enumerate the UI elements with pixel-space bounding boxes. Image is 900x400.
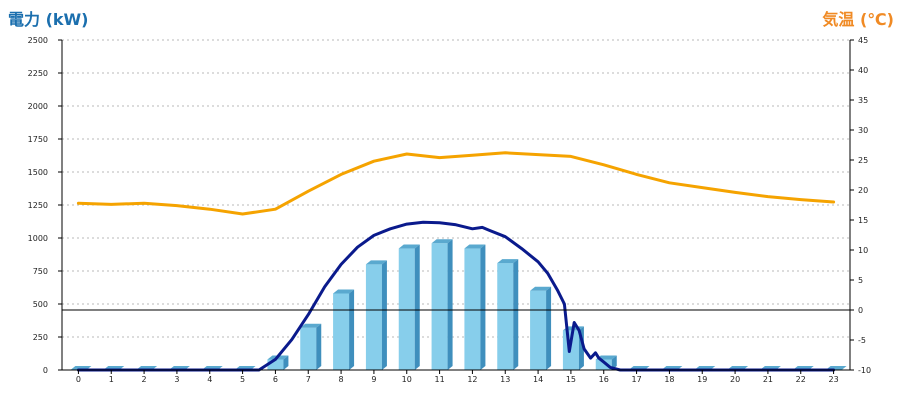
x-tick-label: 5: [240, 375, 245, 384]
bar-side: [381, 260, 387, 370]
x-tick-label: 11: [434, 375, 444, 384]
bar-side: [283, 355, 289, 370]
bar-front: [431, 243, 448, 370]
right-tick-label: -10: [858, 366, 871, 375]
bar-front: [595, 359, 612, 370]
bar-side: [480, 244, 486, 370]
left-axis-title: 電力 (kW): [8, 10, 89, 29]
bar-top: [530, 286, 552, 291]
right-tick-label: 5: [858, 276, 863, 285]
bar: [365, 260, 387, 370]
x-tick-label: 17: [631, 375, 641, 384]
x-tick-label: 6: [273, 375, 278, 384]
x-tick-label: 14: [533, 375, 543, 384]
bar-side: [611, 355, 617, 370]
gridlines: [62, 39, 850, 338]
line-series: [76, 151, 836, 372]
x-tick-label: 10: [402, 375, 412, 384]
x-tick-label: 0: [76, 375, 81, 384]
left-tick-label: 1500: [28, 168, 48, 177]
bar-side: [414, 244, 420, 370]
right-tick-label: 25: [858, 156, 868, 165]
tick-labels: 02505007501000125015001750200022502500-1…: [28, 36, 871, 384]
axes: [58, 39, 854, 374]
x-tick-label: 18: [664, 375, 674, 384]
bar-top: [497, 259, 519, 264]
bar-side: [447, 239, 453, 370]
x-tick-label: 8: [339, 375, 344, 384]
bar: [431, 239, 453, 370]
left-tick-label: 0: [43, 366, 48, 375]
right-tick-label: 45: [858, 36, 868, 45]
bar: [464, 244, 486, 370]
bar: [300, 323, 322, 370]
left-tick-label: 250: [33, 333, 48, 342]
left-tick-label: 2250: [28, 69, 48, 78]
bar-side: [513, 259, 519, 370]
bar-front: [267, 359, 284, 370]
x-tick-label: 4: [207, 375, 212, 384]
bar-top: [333, 289, 355, 294]
x-tick-label: 3: [174, 375, 179, 384]
bar-top: [431, 239, 453, 244]
bar-front: [300, 327, 317, 370]
right-tick-label: 30: [858, 126, 868, 135]
bar-front: [530, 290, 547, 370]
temperature-line: [76, 151, 836, 216]
bar-side: [546, 286, 552, 370]
x-tick-label: 9: [371, 375, 376, 384]
x-tick-label: 13: [500, 375, 510, 384]
left-tick-label: 1000: [28, 234, 48, 243]
x-tick-label: 22: [796, 375, 806, 384]
right-tick-label: 35: [858, 96, 868, 105]
x-tick-label: 20: [730, 375, 740, 384]
x-tick-label: 2: [142, 375, 147, 384]
bar-front: [333, 293, 350, 370]
x-tick-label: 16: [599, 375, 609, 384]
right-tick-label: 10: [858, 246, 868, 255]
bar-side: [316, 323, 322, 370]
left-tick-label: 2000: [28, 102, 48, 111]
bar-front: [365, 264, 382, 370]
x-tick-label: 19: [697, 375, 707, 384]
bar-top: [365, 260, 387, 265]
left-tick-label: 1750: [28, 135, 48, 144]
x-tick-label: 7: [306, 375, 311, 384]
bar-front: [497, 263, 514, 370]
right-tick-label: 40: [858, 66, 868, 75]
x-tick-label: 23: [828, 375, 838, 384]
bar-front: [398, 248, 415, 370]
x-tick-label: 1: [109, 375, 114, 384]
left-tick-label: 1250: [28, 201, 48, 210]
bar-side: [349, 289, 355, 370]
x-tick-label: 21: [763, 375, 773, 384]
bar-top: [398, 244, 420, 249]
bar-top: [464, 244, 486, 249]
bar-front: [464, 248, 481, 370]
power-line: [76, 220, 836, 372]
bar: [398, 244, 420, 370]
left-tick-label: 2500: [28, 36, 48, 45]
bar-series: [70, 239, 847, 370]
left-tick-label: 500: [33, 300, 48, 309]
bar-top: [300, 323, 322, 328]
right-tick-label: 20: [858, 186, 868, 195]
right-tick-label: 0: [858, 306, 863, 315]
right-tick-label: -5: [858, 336, 866, 345]
left-tick-label: 750: [33, 267, 48, 276]
bar: [497, 259, 519, 370]
x-tick-label: 12: [467, 375, 477, 384]
right-tick-label: 15: [858, 216, 868, 225]
bar: [530, 286, 552, 370]
right-axis-title: 気温 (℃): [822, 10, 894, 29]
x-tick-label: 15: [566, 375, 576, 384]
bar: [333, 289, 355, 370]
